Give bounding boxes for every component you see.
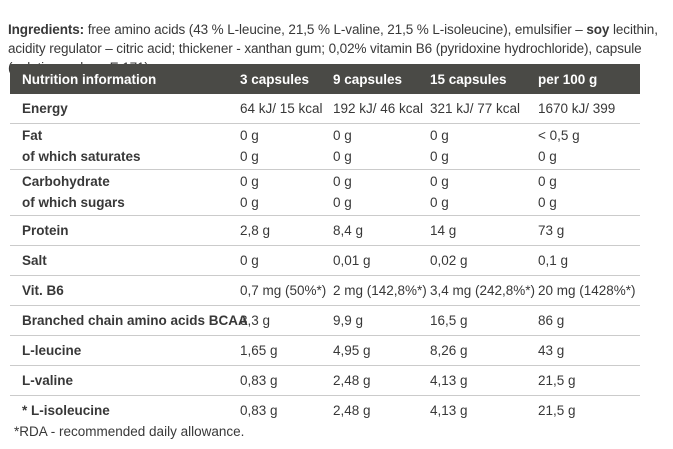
col-header-per-100-g: per 100 g	[538, 71, 598, 87]
ingredients-label: Ingredients:	[8, 21, 85, 37]
value-per-100-g: 21,5 g	[538, 403, 576, 418]
row-bcaa: Branched chain amino acids BCAA 3,3 g 9,…	[10, 306, 640, 336]
row-salt: Salt 0 g 0,01 g 0,02 g 0,1 g	[10, 246, 640, 276]
value-3-capsules: 2,8 g	[240, 223, 271, 238]
row-vit-b6: Vit. B6 0,7 mg (50%*) 2 mg (142,8%*) 3,4…	[10, 276, 640, 306]
value-per-100-g: 20 mg (1428%*)	[538, 283, 636, 298]
row-label: L-leucine	[22, 343, 82, 358]
value-3-capsules: 3,3 g	[240, 313, 271, 328]
value-15-capsules: 3,4 mg (242,8%*)	[430, 283, 536, 298]
row-l-leucine: L-leucine 1,65 g 4,95 g 8,26 g 43 g	[10, 336, 640, 366]
value-3-capsules: 0 g	[240, 128, 259, 143]
value-per-100-g: 86 g	[538, 313, 565, 328]
col-header-15-capsules: 15 capsules	[430, 71, 507, 87]
value-per-100-g: 43 g	[538, 343, 565, 358]
table-header-row: Nutrition information 3 capsules 9 capsu…	[10, 64, 640, 94]
col-header-nutrition-information: Nutrition information	[22, 71, 157, 87]
row-label: Energy	[22, 101, 68, 116]
row-label: * L-isoleucine	[22, 403, 110, 418]
value-9-capsules: 0 g	[333, 174, 352, 189]
value-3-capsules: 64 kJ/ 15 kcal	[240, 101, 323, 116]
value-3-capsules: 0 g	[240, 174, 259, 189]
value-per-100-g: 73 g	[538, 223, 565, 238]
value-3-capsules: 1,65 g	[240, 343, 278, 358]
row-label: Protein	[22, 223, 69, 238]
value-per-100-g: 0,1 g	[538, 253, 569, 268]
value-3-capsules: 0,83 g	[240, 403, 278, 418]
value-15-capsules: 4,13 g	[430, 373, 468, 388]
row-energy: Energy 64 kJ/ 15 kcal 192 kJ/ 46 kcal 32…	[10, 94, 640, 124]
value-3-capsules: 0,83 g	[240, 373, 278, 388]
value-15-capsules: 0 g	[430, 128, 449, 143]
subvalue-per-100-g: 0 g	[538, 149, 557, 164]
col-header-3-capsules: 3 capsules	[240, 71, 310, 87]
subvalue-15-capsules: 0 g	[430, 195, 449, 210]
value-9-capsules: 192 kJ/ 46 kcal	[333, 101, 424, 116]
ingredients-soy-bold: soy	[586, 21, 610, 37]
value-9-capsules: 2,48 g	[333, 403, 371, 418]
subvalue-15-capsules: 0 g	[430, 149, 449, 164]
subvalue-3-capsules: 0 g	[240, 149, 259, 164]
value-9-capsules: 0 g	[333, 128, 352, 143]
row-label: Vit. B6	[22, 283, 64, 298]
row-label: Carbohydrate	[22, 174, 110, 189]
value-3-capsules: 0,7 mg (50%*)	[240, 283, 327, 298]
row-fat: Fat 0 g 0 g 0 g < 0,5 g of which saturat…	[10, 124, 640, 170]
value-3-capsules: 0 g	[240, 253, 259, 268]
subvalue-9-capsules: 0 g	[333, 195, 352, 210]
value-15-capsules: 14 g	[430, 223, 457, 238]
value-15-capsules: 16,5 g	[430, 313, 468, 328]
nutrition-table: Nutrition information 3 capsules 9 capsu…	[10, 64, 640, 425]
value-per-100-g: 1670 kJ/ 399	[538, 101, 616, 116]
value-per-100-g: < 0,5 g	[538, 128, 580, 143]
row-carbohydrate: Carbohydrate 0 g 0 g 0 g 0 g of which su…	[10, 170, 640, 216]
row-protein: Protein 2,8 g 8,4 g 14 g 73 g	[10, 216, 640, 246]
value-15-capsules: 321 kJ/ 77 kcal	[430, 101, 521, 116]
value-15-capsules: 8,26 g	[430, 343, 468, 358]
value-9-capsules: 0,01 g	[333, 253, 371, 268]
row-label: L-valine	[22, 373, 74, 388]
row-l-isoleucine: * L-isoleucine 0,83 g 2,48 g 4,13 g 21,5…	[10, 396, 640, 425]
value-9-capsules: 2 mg (142,8%*)	[333, 283, 427, 298]
value-9-capsules: 8,4 g	[333, 223, 364, 238]
row-sublabel: of which saturates	[22, 149, 141, 164]
ingredients-text-1: free amino acids (43 % L-leucine, 21,5 %…	[84, 21, 587, 37]
subvalue-per-100-g: 0 g	[538, 195, 557, 210]
row-label: Branched chain amino acids BCAA	[22, 313, 248, 328]
col-header-9-capsules: 9 capsules	[333, 71, 403, 87]
value-9-capsules: 2,48 g	[333, 373, 371, 388]
value-9-capsules: 4,95 g	[333, 343, 371, 358]
value-9-capsules: 9,9 g	[333, 313, 364, 328]
value-per-100-g: 21,5 g	[538, 373, 576, 388]
row-label: Fat	[22, 128, 43, 143]
value-15-capsules: 0,02 g	[430, 253, 468, 268]
subvalue-9-capsules: 0 g	[333, 149, 352, 164]
subvalue-3-capsules: 0 g	[240, 195, 259, 210]
value-per-100-g: 0 g	[538, 174, 557, 189]
row-label: Salt	[22, 253, 47, 268]
rda-footnote: *RDA - recommended daily allowance.	[14, 424, 245, 439]
value-15-capsules: 4,13 g	[430, 403, 468, 418]
row-sublabel: of which sugars	[22, 195, 125, 210]
value-15-capsules: 0 g	[430, 174, 449, 189]
row-l-valine: L-valine 0,83 g 2,48 g 4,13 g 21,5 g	[10, 366, 640, 396]
